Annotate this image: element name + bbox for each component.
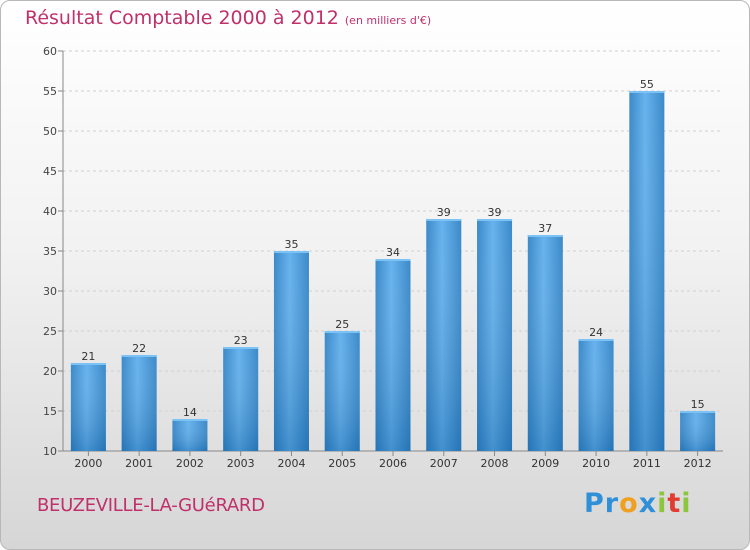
bar-top-edge	[680, 411, 716, 413]
x-tick-label: 2010	[582, 457, 610, 470]
bar-shade	[172, 419, 208, 451]
bar-shade	[527, 235, 563, 451]
value-label: 21	[81, 350, 95, 363]
value-label: 37	[538, 222, 552, 235]
bar-top-edge	[70, 363, 106, 365]
x-tick-label: 2003	[227, 457, 255, 470]
value-label: 15	[691, 398, 705, 411]
commune-name: BEUZEVILLE-LA-GUéRARD	[37, 495, 265, 516]
bars	[70, 91, 716, 451]
logo-letter: r	[604, 488, 620, 519]
bar-top-edge	[273, 251, 309, 253]
logo-letter: o	[619, 488, 639, 519]
y-tick-label: 60	[43, 45, 57, 58]
bar-top-edge	[578, 339, 614, 341]
bar-shade	[223, 347, 259, 451]
value-label: 35	[284, 238, 298, 251]
bar-shade	[324, 331, 360, 451]
y-tick-label: 10	[43, 445, 57, 458]
y-tick-label: 15	[43, 405, 57, 418]
chart-subtitle: (en milliers d'€)	[344, 14, 432, 27]
x-tick-label: 2007	[430, 457, 458, 470]
x-tick-label: 2004	[277, 457, 305, 470]
bar-top-edge	[324, 331, 360, 333]
chart-title-text: Résultat Comptable 2000 à 2012	[25, 7, 339, 29]
bar-shade	[375, 259, 411, 451]
y-tick-label: 40	[43, 205, 57, 218]
y-tick-label: 20	[43, 365, 57, 378]
proxiti-logo: Proxiti	[584, 488, 692, 519]
bar-shade	[680, 411, 716, 451]
y-tick-label: 30	[43, 285, 57, 298]
y-tick-label: 50	[43, 125, 57, 138]
labels: 10 15 20 25 30 35 40 45 50 55 60 21 2000 22 2001 14 2002…	[43, 45, 712, 470]
value-label: 39	[488, 206, 502, 219]
logo-letter: t	[667, 488, 682, 519]
bar-shade	[477, 219, 513, 451]
y-tick-label: 55	[43, 85, 57, 98]
chart-title: Résultat Comptable 2000 à 2012 (en millie…	[25, 7, 431, 29]
bar-shade	[121, 355, 157, 451]
bar-shade	[273, 251, 309, 451]
bar-top-edge	[426, 219, 462, 221]
x-tick-label: 2012	[684, 457, 712, 470]
value-label: 22	[132, 342, 146, 355]
value-label: 39	[437, 206, 451, 219]
logo-letter: P	[584, 488, 605, 519]
bar-top-edge	[477, 219, 513, 221]
x-tick-label: 2001	[125, 457, 153, 470]
x-tick-label: 2000	[74, 457, 102, 470]
value-label: 14	[183, 406, 197, 419]
bar-shade	[70, 363, 106, 451]
value-label: 34	[386, 246, 400, 259]
value-label: 23	[234, 334, 248, 347]
bar-shade	[629, 91, 665, 451]
logo-letter: i	[657, 488, 668, 519]
y-tick-label: 25	[43, 325, 57, 338]
y-tick-label: 35	[43, 245, 57, 258]
logo-letter: x	[638, 488, 658, 519]
bar-top-edge	[629, 91, 665, 93]
bar-top-edge	[223, 347, 259, 349]
bar-shade	[426, 219, 462, 451]
bar-top-edge	[527, 235, 563, 237]
y-tick-label: 45	[43, 165, 57, 178]
value-label: 24	[589, 326, 603, 339]
x-tick-label: 2009	[531, 457, 559, 470]
bar-top-edge	[121, 355, 157, 357]
value-label: 25	[335, 318, 349, 331]
bar-top-edge	[172, 419, 208, 421]
bar-top-edge	[375, 259, 411, 261]
x-tick-label: 2005	[328, 457, 356, 470]
bar-shade	[578, 339, 614, 451]
x-tick-label: 2011	[633, 457, 661, 470]
x-tick-label: 2008	[481, 457, 509, 470]
x-tick-label: 2002	[176, 457, 204, 470]
logo-letter: i	[681, 488, 692, 519]
x-tick-label: 2006	[379, 457, 407, 470]
value-label: 55	[640, 78, 654, 91]
